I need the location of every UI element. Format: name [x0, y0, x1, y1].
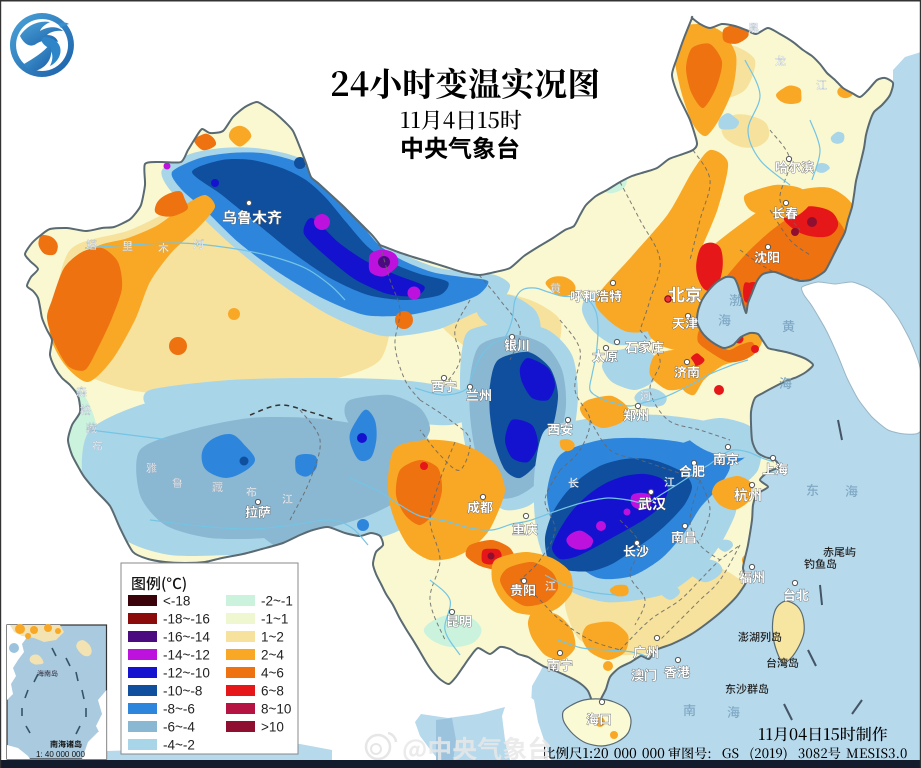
svg-text:-6~-4: -6~-4 [163, 720, 195, 735]
svg-text:1: 40 000 000: 1: 40 000 000 [36, 750, 85, 759]
svg-text:-10~-8: -10~-8 [163, 684, 202, 699]
svg-text:4~6: 4~6 [261, 666, 284, 681]
svg-text:-12~-10: -12~-10 [163, 666, 210, 681]
svg-text:-2~-1: -2~-1 [261, 594, 293, 609]
svg-text:-16~-14: -16~-14 [163, 630, 210, 645]
svg-text:1~2: 1~2 [261, 630, 284, 645]
svg-text:-18~-16: -18~-16 [163, 612, 210, 627]
svg-text:>10: >10 [261, 720, 284, 735]
svg-text:6~8: 6~8 [261, 684, 284, 699]
svg-text:2~4: 2~4 [261, 648, 284, 663]
svg-text:-4~-2: -4~-2 [163, 738, 195, 753]
svg-text:-14~-12: -14~-12 [163, 648, 210, 663]
svg-text:-8~-6: -8~-6 [163, 702, 195, 717]
svg-text:-1~1: -1~1 [261, 612, 288, 627]
svg-text:8~10: 8~10 [261, 702, 291, 717]
svg-text:<-18: <-18 [163, 594, 190, 609]
